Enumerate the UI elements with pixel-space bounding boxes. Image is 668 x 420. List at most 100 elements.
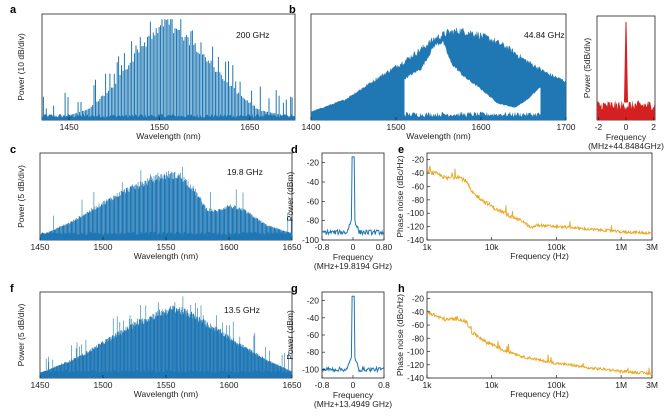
- annotation-b: 44.84 GHz: [524, 30, 565, 40]
- x-tick-label: 0.8: [378, 380, 390, 390]
- x-axis-label-a: Wavelength (nm): [136, 131, 201, 141]
- x-tick-label: 100k: [547, 380, 566, 390]
- x-tick-label: 1500: [94, 242, 113, 252]
- x-tick-label: 0.80: [376, 242, 393, 252]
- x-tick-label: 1650: [283, 380, 302, 390]
- y-axis-label-b-inset: Power (5dB/div): [582, 38, 592, 99]
- comb-lines-f: [39, 296, 293, 378]
- y-tick-label: -120: [407, 360, 424, 370]
- annotation-c: 19.8 GHz: [227, 167, 263, 177]
- x-tick-label: 100k: [547, 242, 566, 252]
- y-tick-label: -80: [412, 195, 425, 205]
- x-axis-label-g: Frequency: [333, 390, 374, 400]
- x-tick-label: -2: [595, 122, 603, 132]
- plot-frame-d: [321, 152, 385, 241]
- x-axis-label-b-inset: Frequency: [606, 132, 647, 142]
- y-axis-label-g: Power (dBm): [285, 310, 295, 360]
- y-axis-label-h: Phase noise (dBc/Hz): [395, 294, 405, 376]
- y-tick-label: -120: [407, 222, 424, 232]
- x-tick-label: 1550: [150, 122, 169, 132]
- x-tick-label: 1700: [557, 122, 576, 132]
- y-axis-label-d: Power (dBm): [285, 172, 295, 222]
- y-tick-label: -20: [307, 158, 320, 168]
- x-axis-label2-g: (MHz+13.4949 GHz): [314, 399, 392, 409]
- y-tick-label: -100: [407, 347, 424, 357]
- panel-label-c: c: [10, 144, 16, 156]
- x-tick-label: 0: [351, 380, 356, 390]
- rf-trace-g: [321, 295, 385, 374]
- x-tick-label: 1600: [220, 380, 239, 390]
- comb-lines-c: [39, 167, 293, 240]
- spectrum-floor-b: [404, 111, 541, 120]
- y-tick-label: -100: [302, 364, 319, 374]
- y-tick-label: -80: [307, 216, 320, 226]
- x-tick-label: -0.8: [315, 380, 330, 390]
- x-axis-label-e: Frequency (Hz): [510, 251, 569, 261]
- rf-noise-floor: [597, 100, 655, 120]
- rf-trace-d: [321, 156, 385, 237]
- x-tick-label: 0: [624, 122, 629, 132]
- rf-beat-peak: [623, 21, 629, 103]
- x-tick-label: 1600: [220, 242, 239, 252]
- x-axis-label-f: Wavelength (nm): [134, 389, 199, 399]
- x-tick-label: 1500: [387, 122, 406, 132]
- y-tick-label: -140: [407, 235, 424, 245]
- y-tick-label: -100: [302, 235, 319, 245]
- x-axis-label-h: Frequency (Hz): [510, 389, 569, 399]
- x-tick-label: 10k: [485, 242, 499, 252]
- x-tick-label: 1M: [615, 242, 627, 252]
- x-tick-label: 1650: [240, 122, 259, 132]
- panel-label-e: e: [398, 144, 404, 156]
- x-axis-label-c: Wavelength (nm): [134, 251, 199, 261]
- y-tick-label: -20: [412, 294, 425, 304]
- x-tick-label: 3M: [646, 242, 658, 252]
- x-tick-label: 0: [351, 242, 356, 252]
- y-axis-label-a: Power (10 dB/div): [16, 33, 26, 101]
- y-tick-label: -80: [307, 347, 320, 357]
- plot-frame-h: [426, 291, 653, 379]
- x-tick-label: 1550: [157, 242, 176, 252]
- x-tick-label: 1550: [157, 380, 176, 390]
- comb-lines-a: [42, 19, 296, 120]
- y-tick-label: -60: [412, 181, 425, 191]
- x-tick-label: 1450: [31, 380, 50, 390]
- y-tick-label: -140: [407, 373, 424, 383]
- panel-label-f: f: [10, 283, 14, 295]
- x-tick-label: 1400: [302, 122, 321, 132]
- y-tick-label: -40: [307, 177, 320, 187]
- x-axis-label2-b-inset: (MHz+44.8484GHz): [588, 141, 664, 151]
- phase-noise-trace-e: [426, 165, 653, 236]
- y-tick-label: -40: [307, 313, 320, 323]
- x-tick-label: 1600: [472, 122, 491, 132]
- y-tick-label: -20: [307, 296, 320, 306]
- y-tick-label: -100: [407, 208, 424, 218]
- x-axis-label2-d: (MHz+19.8194 GHz): [314, 261, 392, 271]
- y-tick-label: -40: [412, 307, 425, 317]
- x-tick-label: 10k: [485, 380, 499, 390]
- x-tick-label: 1M: [615, 380, 627, 390]
- annotation-a: 200 GHz: [236, 30, 270, 40]
- x-tick-label: 1k: [423, 242, 433, 252]
- y-tick-label: -80: [412, 333, 425, 343]
- x-tick-label: 1450: [60, 122, 79, 132]
- x-tick-label: 3M: [646, 380, 658, 390]
- plot-frame-e: [426, 152, 653, 241]
- spectrum-dip-b: [404, 41, 541, 120]
- x-tick-label: 2: [651, 122, 656, 132]
- y-tick-label: -40: [412, 168, 425, 178]
- x-tick-label: 1k: [423, 380, 433, 390]
- panel-label-h: h: [398, 283, 405, 295]
- panel-label-g: g: [291, 283, 298, 295]
- y-axis-label-c: Power (5 dB/div): [16, 165, 26, 228]
- panel-label-d: d: [291, 144, 298, 156]
- x-tick-label: 1450: [31, 242, 50, 252]
- y-tick-label: -60: [412, 320, 425, 330]
- plot-frame-g: [321, 291, 385, 379]
- panel-label-a: a: [10, 4, 17, 16]
- y-axis-label-f: Power (5 dB/div): [16, 303, 26, 366]
- x-tick-label: -0.8: [315, 242, 330, 252]
- y-tick-label: -60: [307, 330, 320, 340]
- y-axis-label-e: Phase noise (dBc/Hz): [395, 155, 405, 237]
- y-tick-label: -60: [307, 196, 320, 206]
